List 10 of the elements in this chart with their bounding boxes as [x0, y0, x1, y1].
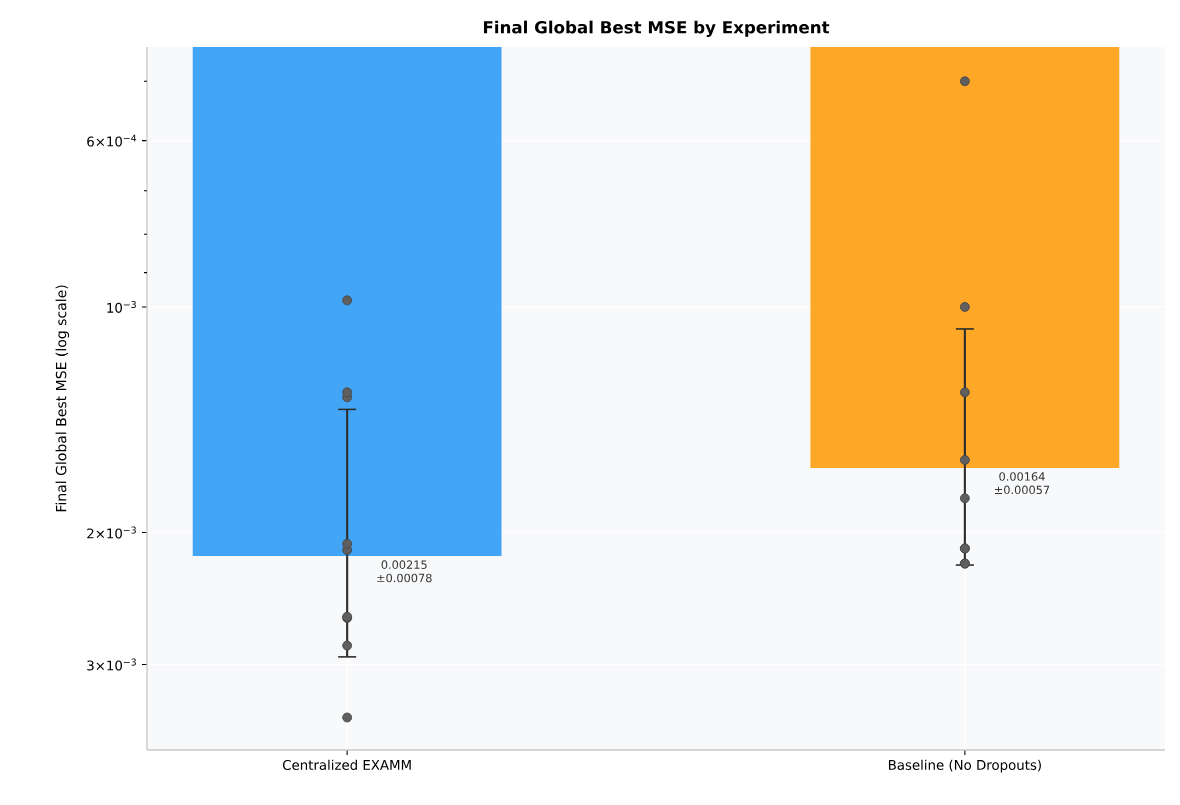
y-tick-label: 6×10$^{−4}$: [87, 134, 137, 147]
data-label: 0.00215 ±0.00078: [377, 560, 432, 583]
chart-title: Final Global Best MSE by Experiment: [483, 20, 830, 37]
y-tick-label: 3×10$^{−3}$: [87, 658, 136, 671]
x-tick-label: Baseline (No Dropouts): [888, 759, 1041, 773]
data-label: 0.00164 ±0.00057: [994, 472, 1050, 495]
y-axis-title: Final Global Best MSE (log scale): [55, 285, 70, 512]
x-tick-label: Centralized EXAMM: [282, 759, 411, 770]
y-tick-label: 10$^{−3}$: [107, 300, 136, 313]
y-tick-label: 2×10$^{−3}$: [87, 526, 136, 539]
